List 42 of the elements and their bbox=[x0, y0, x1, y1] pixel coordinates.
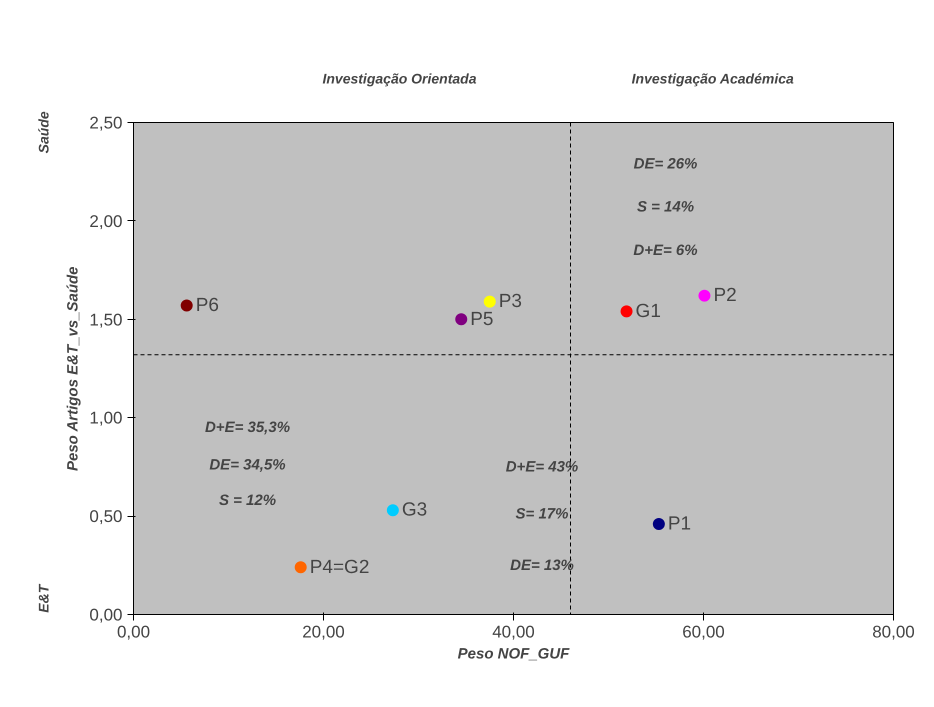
y-axis-title: Peso Artigos E&T_vs_Saúde bbox=[64, 266, 82, 472]
series-label: G3 bbox=[402, 500, 428, 521]
annotation: D+E= 6% bbox=[633, 242, 698, 259]
annotation: D+E= 35,3% bbox=[204, 419, 290, 436]
x-axis-title: Peso NOF_GUF bbox=[458, 646, 570, 662]
x-tick-label: 60,00 bbox=[682, 622, 725, 642]
y-tick-label: 0,50 bbox=[89, 507, 123, 526]
series-label: P2 bbox=[713, 285, 737, 306]
text: Investigação Orientada bbox=[322, 70, 477, 86]
x-tick-label: 20,00 bbox=[302, 622, 345, 642]
annotation: DE= 13% bbox=[510, 556, 574, 574]
series-label: G1 bbox=[636, 300, 661, 322]
annotation: DE= 26% bbox=[634, 155, 698, 172]
series-label: P6 bbox=[196, 295, 219, 316]
series-label: P1 bbox=[668, 513, 692, 534]
x-tick-label: 80,00 bbox=[872, 622, 915, 642]
series-label: P5 bbox=[470, 308, 494, 330]
x-tick-label: 0,00 bbox=[116, 622, 150, 642]
annotation: S = 12% bbox=[218, 492, 276, 509]
x-tick-label: 40,00 bbox=[492, 622, 535, 642]
series-label: P4=G2 bbox=[310, 556, 370, 578]
annotation: S = 14% bbox=[636, 198, 694, 216]
text: E&T bbox=[36, 583, 52, 613]
y-tick-label: 1,50 bbox=[89, 310, 123, 330]
point bbox=[484, 296, 496, 308]
y-tick-label: 1,00 bbox=[89, 408, 123, 428]
annotation: DE= 34,5% bbox=[209, 456, 286, 474]
y-tick-label: 0,00 bbox=[89, 606, 123, 624]
point bbox=[620, 305, 633, 318]
annotation: S= 17% bbox=[516, 506, 568, 523]
y-tick-label: 2,50 bbox=[89, 114, 123, 132]
annotation: D+E= 43% bbox=[506, 458, 578, 476]
point bbox=[294, 561, 307, 574]
point bbox=[386, 504, 399, 516]
series-label: P3 bbox=[498, 291, 522, 312]
point bbox=[698, 290, 710, 302]
text: Saúde bbox=[36, 111, 52, 154]
point bbox=[180, 300, 193, 312]
point bbox=[455, 313, 468, 326]
point bbox=[652, 518, 665, 530]
y-tick-label: 2,00 bbox=[89, 212, 123, 231]
text: Investigação Académica bbox=[632, 70, 794, 86]
